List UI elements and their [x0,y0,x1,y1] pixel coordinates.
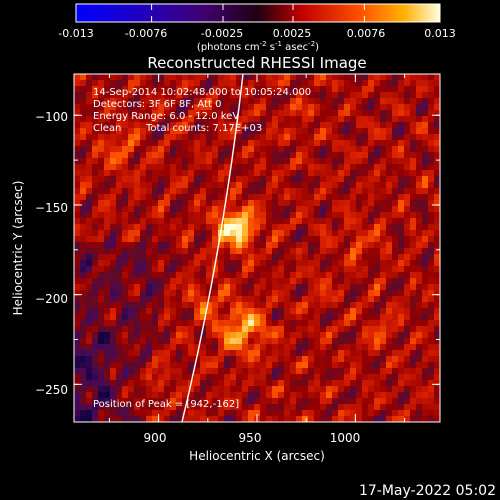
solar-limb-line [181,74,244,422]
info-counts: Total counts: 7.17E+03 [145,123,262,134]
info-time: 14-Sep-2014 10:02:48.000 to 10:05:24.000 [93,87,311,98]
image-pixels [74,74,440,422]
footer-timestamp: 17-May-2022 05:02 [359,483,496,499]
axis-ticks [74,74,440,422]
info-detectors: Detectors: 3F 6F 8F, Att 0 [93,99,221,110]
colorbar-tick-label-2: -0.0025 [201,27,243,40]
y-tick-label-200: −200 [35,292,68,306]
info-clean: Clean [93,123,121,134]
observation-info: 14-Sep-2014 10:02:48.000 to 10:05:24.000… [93,87,311,134]
x-tick-label-1000: 1000 [330,431,361,445]
y-axis-label: Heliocentric Y (arcsec) [11,181,25,316]
y-tick-label-250: −250 [35,383,68,397]
colorbar-ticks [75,4,441,22]
y-tick-label-100: −100 [35,110,68,124]
colorbar-tick-label-0: -0.013 [58,27,93,40]
image-panel [74,74,440,422]
peak-position-label: Position of Peak = [942,-162] [93,399,239,410]
colorbar: -0.013 -0.0076 -0.0025 0.0025 0.0076 0.0… [58,3,456,53]
colorbar-tick-label-4: 0.0076 [347,27,386,40]
colorbar-tick-label-3: 0.0025 [273,27,312,40]
colorbar-tick-label-1: -0.0076 [125,27,167,40]
colorbar-units: (photons cm-2 s-1 asec-2) [197,40,319,53]
x-tick-label-950: 950 [239,431,262,445]
info-energy: Energy Range: 6.0 - 12.0 keV [93,111,239,122]
x-tick-label-900: 900 [144,431,167,445]
y-tick-label-150: −150 [35,201,68,215]
x-axis-label: Heliocentric X (arcsec) [189,449,325,463]
image-title: Reconstructed RHESSI Image [147,54,366,72]
colorbar-tick-label-5: 0.013 [424,27,456,40]
colorbar-gradient [75,3,441,23]
